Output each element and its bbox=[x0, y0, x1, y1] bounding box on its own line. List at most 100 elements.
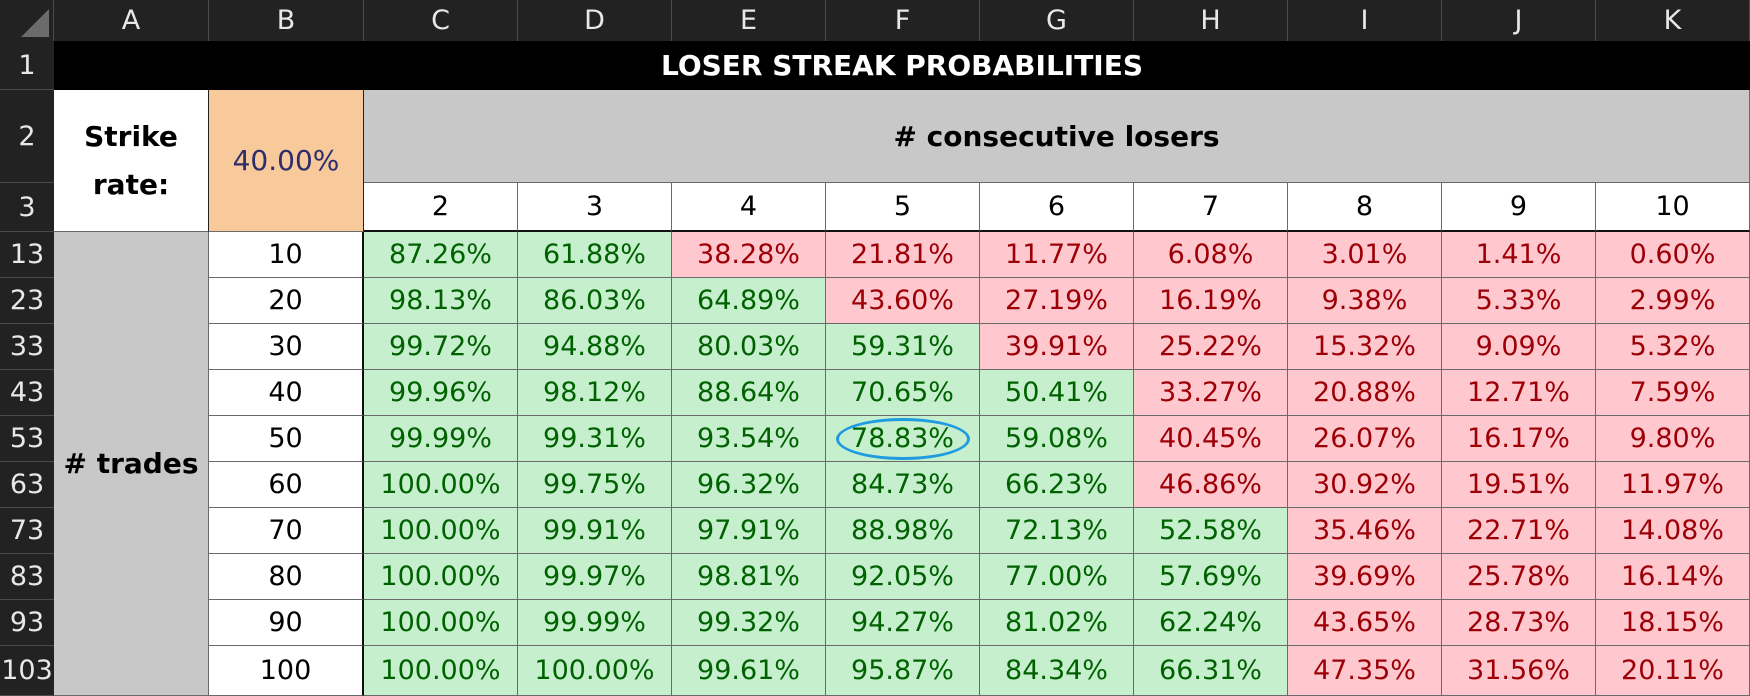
probability-cell[interactable]: 33.27% bbox=[1134, 370, 1288, 416]
probability-cell[interactable]: 59.08% bbox=[980, 416, 1134, 462]
probability-cell[interactable]: 99.99% bbox=[364, 416, 518, 462]
column-header-j[interactable]: J bbox=[1442, 0, 1596, 41]
consecutive-losers-header[interactable]: # consecutive losers bbox=[364, 90, 1750, 183]
probability-cell[interactable]: 98.12% bbox=[518, 370, 672, 416]
probability-cell[interactable]: 99.91% bbox=[518, 508, 672, 554]
probability-cell[interactable]: 5.32% bbox=[1596, 324, 1750, 370]
probability-cell[interactable]: 16.14% bbox=[1596, 554, 1750, 600]
row-header-93[interactable]: 93 bbox=[0, 600, 54, 646]
probability-cell[interactable]: 100.00% bbox=[518, 646, 672, 696]
probability-cell[interactable]: 84.73% bbox=[826, 462, 980, 508]
probability-cell[interactable]: 61.88% bbox=[518, 232, 672, 278]
probability-cell[interactable]: 98.13% bbox=[364, 278, 518, 324]
probability-cell[interactable]: 84.34% bbox=[980, 646, 1134, 696]
probability-cell[interactable]: 14.08% bbox=[1596, 508, 1750, 554]
probability-cell[interactable]: 50.41% bbox=[980, 370, 1134, 416]
probability-cell[interactable]: 66.23% bbox=[980, 462, 1134, 508]
row-header-63[interactable]: 63 bbox=[0, 462, 54, 508]
probability-cell[interactable]: 100.00% bbox=[364, 508, 518, 554]
probability-cell[interactable]: 35.46% bbox=[1288, 508, 1442, 554]
probability-cell[interactable]: 88.98% bbox=[826, 508, 980, 554]
probability-cell[interactable]: 99.99% bbox=[518, 600, 672, 646]
probability-cell[interactable]: 28.73% bbox=[1442, 600, 1596, 646]
streak-length-3[interactable]: 3 bbox=[518, 183, 672, 232]
probability-cell[interactable]: 43.60% bbox=[826, 278, 980, 324]
probability-cell[interactable]: 47.35% bbox=[1288, 646, 1442, 696]
row-header-1[interactable]: 1 bbox=[0, 41, 54, 90]
probability-cell[interactable]: 97.91% bbox=[672, 508, 826, 554]
column-header-f[interactable]: F bbox=[826, 0, 980, 41]
probability-cell[interactable]: 16.17% bbox=[1442, 416, 1596, 462]
probability-cell[interactable]: 39.69% bbox=[1288, 554, 1442, 600]
probability-cell[interactable]: 21.81% bbox=[826, 232, 980, 278]
trades-value[interactable]: 10 bbox=[209, 232, 364, 278]
probability-cell[interactable]: 7.59% bbox=[1596, 370, 1750, 416]
probability-cell[interactable]: 39.91% bbox=[980, 324, 1134, 370]
row-header-53[interactable]: 53 bbox=[0, 416, 54, 462]
column-header-i[interactable]: I bbox=[1288, 0, 1442, 41]
probability-cell[interactable]: 25.78% bbox=[1442, 554, 1596, 600]
probability-cell[interactable]: 9.38% bbox=[1288, 278, 1442, 324]
probability-cell[interactable]: 38.28% bbox=[672, 232, 826, 278]
probability-cell[interactable]: 11.97% bbox=[1596, 462, 1750, 508]
column-header-k[interactable]: K bbox=[1596, 0, 1750, 41]
row-header-73[interactable]: 73 bbox=[0, 508, 54, 554]
row-header-3[interactable]: 3 bbox=[0, 183, 54, 232]
probability-cell[interactable]: 92.05% bbox=[826, 554, 980, 600]
probability-cell[interactable]: 9.80% bbox=[1596, 416, 1750, 462]
probability-cell[interactable]: 66.31% bbox=[1134, 646, 1288, 696]
probability-cell[interactable]: 100.00% bbox=[364, 462, 518, 508]
trades-value[interactable]: 60 bbox=[209, 462, 364, 508]
probability-cell[interactable]: 93.54% bbox=[672, 416, 826, 462]
column-header-c[interactable]: C bbox=[364, 0, 518, 41]
trades-value[interactable]: 40 bbox=[209, 370, 364, 416]
probability-cell[interactable]: 100.00% bbox=[364, 646, 518, 696]
trades-value[interactable]: 90 bbox=[209, 600, 364, 646]
streak-length-10[interactable]: 10 bbox=[1596, 183, 1750, 232]
select-all-corner[interactable] bbox=[0, 0, 54, 41]
probability-cell[interactable]: 20.11% bbox=[1596, 646, 1750, 696]
trades-value[interactable]: 30 bbox=[209, 324, 364, 370]
strike-rate-input[interactable]: 40.00% bbox=[209, 90, 364, 232]
row-header-33[interactable]: 33 bbox=[0, 324, 54, 370]
streak-length-5[interactable]: 5 bbox=[826, 183, 980, 232]
probability-cell[interactable]: 25.22% bbox=[1134, 324, 1288, 370]
probability-cell[interactable]: 18.15% bbox=[1596, 600, 1750, 646]
probability-cell[interactable]: 20.88% bbox=[1288, 370, 1442, 416]
probability-cell[interactable]: 27.19% bbox=[980, 278, 1134, 324]
probability-cell[interactable]: 52.58% bbox=[1134, 508, 1288, 554]
probability-cell[interactable]: 59.31% bbox=[826, 324, 980, 370]
strike-rate-label[interactable]: Strike rate: bbox=[54, 90, 209, 232]
sheet-title[interactable]: LOSER STREAK PROBABILITIES bbox=[54, 41, 1750, 90]
streak-length-7[interactable]: 7 bbox=[1134, 183, 1288, 232]
probability-cell[interactable]: 3.01% bbox=[1288, 232, 1442, 278]
column-header-b[interactable]: B bbox=[209, 0, 364, 41]
probability-cell[interactable]: 2.99% bbox=[1596, 278, 1750, 324]
trades-value[interactable]: 80 bbox=[209, 554, 364, 600]
probability-cell[interactable]: 46.86% bbox=[1134, 462, 1288, 508]
probability-cell[interactable]: 99.61% bbox=[672, 646, 826, 696]
trades-value[interactable]: 50 bbox=[209, 416, 364, 462]
probability-cell[interactable]: 62.24% bbox=[1134, 600, 1288, 646]
streak-length-4[interactable]: 4 bbox=[672, 183, 826, 232]
probability-cell[interactable]: 6.08% bbox=[1134, 232, 1288, 278]
probability-cell[interactable]: 86.03% bbox=[518, 278, 672, 324]
trades-value[interactable]: 20 bbox=[209, 278, 364, 324]
probability-cell[interactable]: 12.71% bbox=[1442, 370, 1596, 416]
trades-label[interactable]: # trades bbox=[54, 232, 209, 696]
probability-cell[interactable]: 99.75% bbox=[518, 462, 672, 508]
probability-cell[interactable]: 87.26% bbox=[364, 232, 518, 278]
probability-cell[interactable]: 1.41% bbox=[1442, 232, 1596, 278]
column-header-d[interactable]: D bbox=[518, 0, 672, 41]
probability-cell[interactable]: 100.00% bbox=[364, 554, 518, 600]
trades-value[interactable]: 100 bbox=[209, 646, 364, 696]
probability-cell[interactable]: 15.32% bbox=[1288, 324, 1442, 370]
probability-cell[interactable]: 81.02% bbox=[980, 600, 1134, 646]
row-header-43[interactable]: 43 bbox=[0, 370, 54, 416]
streak-length-6[interactable]: 6 bbox=[980, 183, 1134, 232]
row-header-13[interactable]: 13 bbox=[0, 232, 54, 278]
probability-cell[interactable]: 72.13% bbox=[980, 508, 1134, 554]
probability-cell[interactable]: 64.89% bbox=[672, 278, 826, 324]
probability-cell[interactable]: 77.00% bbox=[980, 554, 1134, 600]
row-header-2[interactable]: 2 bbox=[0, 90, 54, 183]
